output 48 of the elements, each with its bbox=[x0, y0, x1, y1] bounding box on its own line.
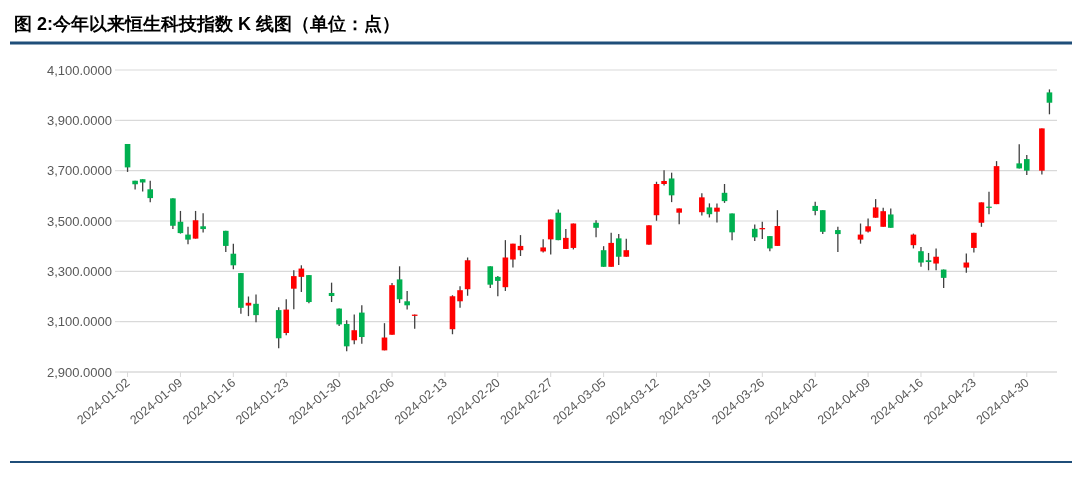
candlestick bbox=[600, 245, 607, 268]
y-tick-label: 3,100.0000 bbox=[46, 314, 112, 330]
chart-title: 图 2:今年以来恒生科技指数 K 线图（单位：点） bbox=[14, 14, 401, 34]
candlestick bbox=[132, 180, 138, 191]
candlestick bbox=[978, 201, 985, 228]
candlestick bbox=[404, 290, 410, 311]
candlestick bbox=[457, 285, 463, 309]
y-tick-label: 2,900.0000 bbox=[46, 364, 112, 380]
y-tick-label: 3,500.0000 bbox=[46, 213, 112, 229]
candlestick bbox=[351, 313, 358, 345]
candlestick bbox=[774, 209, 781, 247]
candlestick bbox=[495, 275, 501, 297]
candlestick bbox=[283, 298, 290, 336]
candlestick bbox=[291, 269, 297, 310]
y-tick-label: 4,100.0000 bbox=[46, 62, 112, 78]
y-tick-label: 3,700.0000 bbox=[46, 163, 112, 179]
candlestick bbox=[887, 207, 894, 229]
candlestick bbox=[661, 169, 667, 187]
candlestick bbox=[487, 265, 494, 289]
candlestick bbox=[615, 233, 622, 266]
candlestick bbox=[714, 202, 720, 224]
candlestick bbox=[147, 180, 154, 203]
candlestick bbox=[729, 212, 735, 241]
candlestick bbox=[668, 172, 675, 203]
y-tick-label: 3,900.0000 bbox=[46, 112, 112, 128]
candlestick bbox=[253, 293, 259, 323]
candlestick bbox=[880, 207, 886, 228]
candlestick bbox=[563, 228, 569, 250]
candlestick bbox=[396, 265, 403, 304]
candlestick bbox=[1023, 154, 1030, 176]
candlestick bbox=[835, 226, 841, 253]
candlestick bbox=[185, 226, 191, 245]
y-tick-label: 3,300.0000 bbox=[46, 263, 112, 279]
candlestick bbox=[646, 224, 652, 246]
candlestick bbox=[547, 218, 554, 256]
candlestick bbox=[608, 232, 614, 268]
candlestick bbox=[593, 219, 599, 239]
candlestick bbox=[819, 209, 826, 235]
candlestick bbox=[200, 212, 206, 234]
candlestick bbox=[245, 295, 252, 317]
candlestick bbox=[872, 198, 879, 219]
candlestick bbox=[865, 217, 871, 234]
candlestick bbox=[192, 210, 199, 240]
candlestick bbox=[1016, 143, 1023, 170]
candlestick bbox=[699, 192, 705, 217]
candlestick bbox=[1046, 88, 1053, 115]
candlestick bbox=[933, 247, 939, 271]
candlestick bbox=[918, 246, 924, 268]
